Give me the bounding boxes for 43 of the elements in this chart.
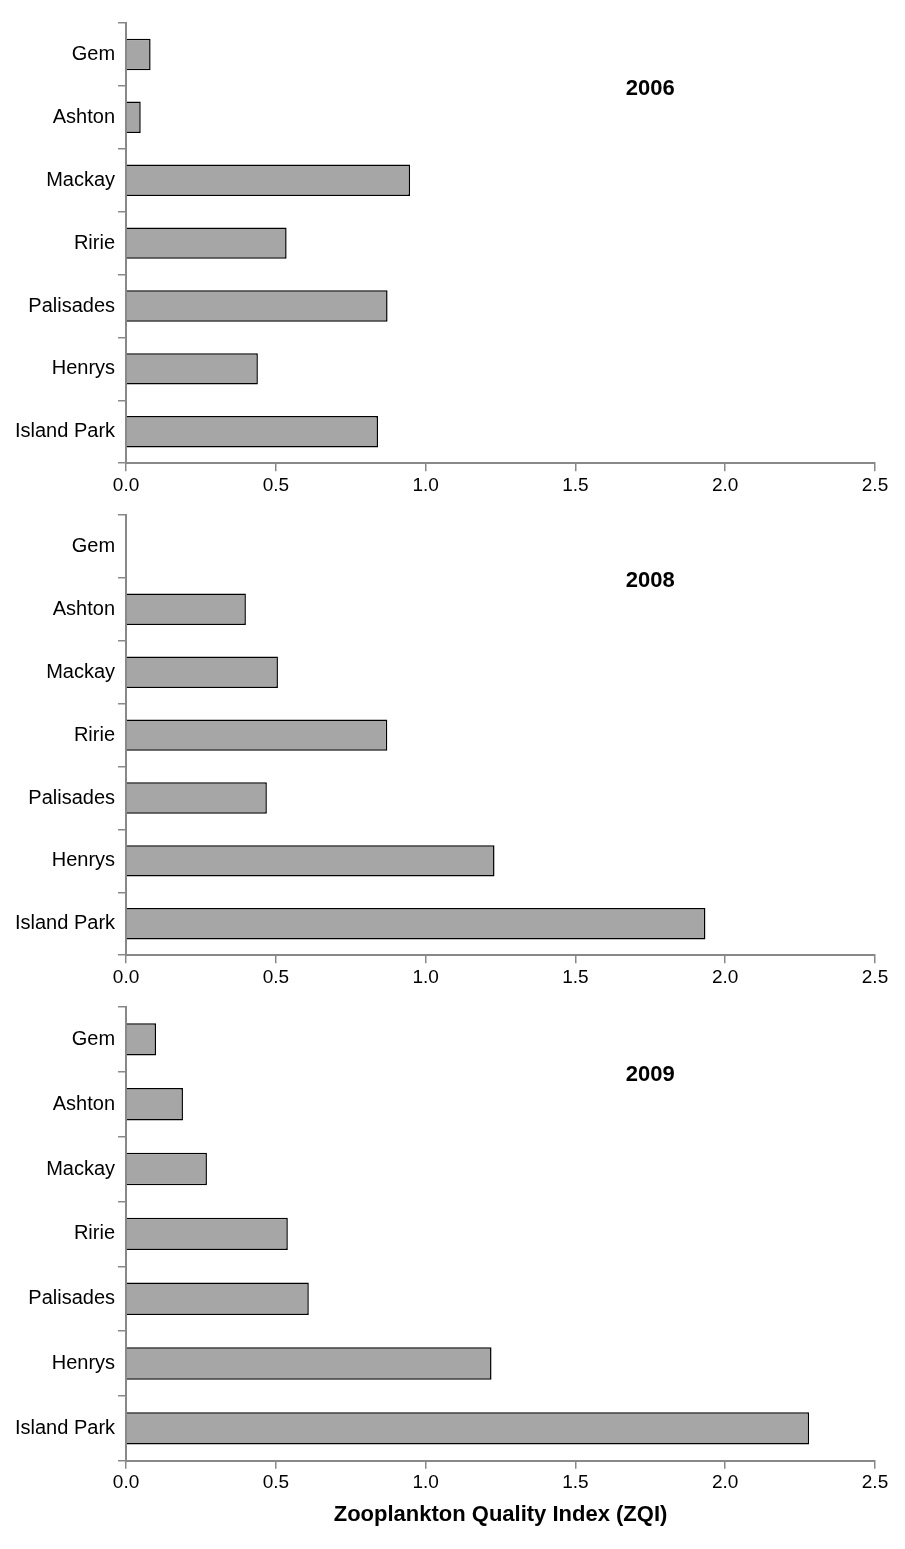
y-tick-label: Island Park <box>14 1415 117 1438</box>
annotation: 2009 <box>625 1061 675 1087</box>
x-tick-label: 2.0 <box>712 1471 739 1493</box>
y-tick-label: Palisades <box>28 293 116 316</box>
y-tick-label: Palisades <box>28 785 116 808</box>
y-tick-label: Gem <box>71 1026 116 1049</box>
y-tick-label: Ashton <box>52 596 116 619</box>
y-tick-label: Gem <box>71 533 116 556</box>
x-tick-label: 2.5 <box>861 1471 889 1493</box>
y-tick-label: Island Park <box>14 419 117 442</box>
x-tick-label: 1.5 <box>562 965 589 987</box>
x-tick-label: 0.5 <box>262 965 290 987</box>
y-tick-label: Mackay <box>46 1156 116 1179</box>
x-tick-label: 0.0 <box>112 1471 140 1493</box>
x-tick-label: 1.5 <box>562 1471 589 1493</box>
x-tick-label: 2.0 <box>712 473 739 495</box>
y-tick-label: Henrys <box>51 848 116 871</box>
x-tick-label: 2.5 <box>861 965 889 987</box>
x-tick-label: 0.5 <box>262 473 290 495</box>
x-tick-label: 1.5 <box>562 473 589 495</box>
y-tick-label: Henrys <box>51 1351 116 1374</box>
x-axis-title: Zooplankton Quality Index (ZQI) <box>333 1500 668 1526</box>
y-tick-label: Ririe <box>73 722 116 745</box>
y-tick-label: Palisades <box>28 1286 116 1309</box>
y-tick-label: Gem <box>71 41 116 64</box>
x-tick-label: 0.0 <box>112 473 140 495</box>
x-tick-label: 1.0 <box>412 473 439 495</box>
y-tick-label: Island Park <box>14 911 117 934</box>
y-tick-label: Ririe <box>73 230 116 253</box>
annotation: 2006 <box>625 75 675 101</box>
y-tick-label: Henrys <box>51 356 116 379</box>
x-tick-label: 0.0 <box>112 965 140 987</box>
y-tick-label: Mackay <box>46 167 116 190</box>
x-tick-label: 1.0 <box>412 965 439 987</box>
y-tick-label: Ririe <box>73 1221 116 1244</box>
x-tick-label: 0.5 <box>262 1471 290 1493</box>
x-tick-label: 2.0 <box>712 965 739 987</box>
y-tick-label: Mackay <box>46 659 116 682</box>
annotation: 2008 <box>625 567 675 593</box>
y-tick-label: Ashton <box>52 104 116 127</box>
x-tick-label: 2.5 <box>861 473 889 495</box>
y-tick-label: Ashton <box>52 1091 116 1114</box>
x-tick-label: 1.0 <box>412 1471 439 1493</box>
